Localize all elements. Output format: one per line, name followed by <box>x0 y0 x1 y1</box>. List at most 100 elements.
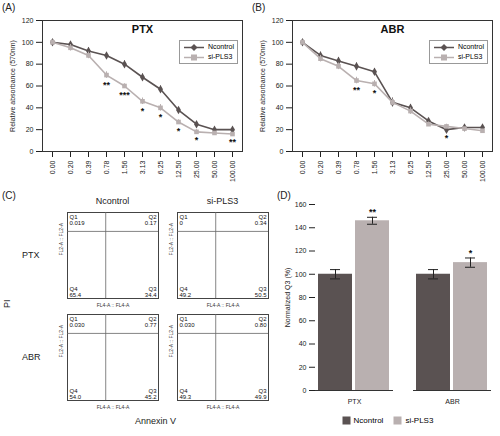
svg-text:0.00: 0.00 <box>299 160 306 174</box>
svg-text:Relative absorbance (570nm): Relative absorbance (570nm) <box>259 40 267 132</box>
svg-text:0.39: 0.39 <box>335 160 342 174</box>
html-text:(C): (C) <box>2 190 16 201</box>
svg-text:50.00: 50.00 <box>211 160 218 178</box>
svg-text:0.78: 0.78 <box>103 160 110 174</box>
svg-text:Q334.4: Q334.4 <box>145 286 157 298</box>
svg-text:Q449.2: Q449.2 <box>180 286 192 298</box>
svg-text:FL4-A :: FL4-A: FL4-A :: FL4-A <box>97 404 130 410</box>
svg-text:*: * <box>141 106 145 116</box>
svg-text:140: 140 <box>295 224 307 231</box>
svg-text:0: 0 <box>30 148 34 155</box>
svg-text:**: ** <box>369 207 377 217</box>
svg-text:PTX: PTX <box>132 23 154 35</box>
svg-text:80: 80 <box>299 294 307 301</box>
svg-text:ABR: ABR <box>381 23 405 35</box>
html-text:PTX: PTX <box>22 250 40 260</box>
svg-text:40: 40 <box>26 104 34 111</box>
html-text:Annexin V: Annexin V <box>135 416 176 426</box>
html-text:Ncontrol: Ncontrol <box>353 416 384 425</box>
svg-text:ABR: ABR <box>445 398 459 405</box>
svg-text:Normalized Q3 (%): Normalized Q3 (%) <box>284 268 292 328</box>
html-text:si-PLS3: si-PLS3 <box>206 196 239 206</box>
svg-text:Q10.030: Q10.030 <box>180 316 196 328</box>
svg-text:Relative absorbance (570nm): Relative absorbance (570nm) <box>9 40 17 132</box>
svg-text:FL2-A :: FL2-A: FL2-A :: FL2-A <box>58 222 64 255</box>
svg-text:Q345.2: Q345.2 <box>145 388 157 400</box>
svg-text:6.25: 6.25 <box>157 160 164 174</box>
svg-text:100: 100 <box>272 39 284 46</box>
svg-text:FL4-A :: FL4-A: FL4-A :: FL4-A <box>97 302 130 308</box>
svg-text:0.78: 0.78 <box>353 160 360 174</box>
svg-text:0.39: 0.39 <box>85 160 92 174</box>
svg-text:Q20.17: Q20.17 <box>145 214 157 226</box>
svg-text:120: 120 <box>295 247 307 254</box>
svg-text:12.50: 12.50 <box>175 160 182 178</box>
svg-text:3.13: 3.13 <box>139 160 146 174</box>
svg-text:0.20: 0.20 <box>317 160 324 174</box>
svg-text:80: 80 <box>276 60 284 67</box>
html-text:si-PLS3: si-PLS3 <box>405 416 434 425</box>
svg-text:12.50: 12.50 <box>425 160 432 178</box>
svg-text:100.00: 100.00 <box>479 160 486 182</box>
svg-text:120: 120 <box>22 17 34 24</box>
svg-text:***: *** <box>119 90 130 100</box>
svg-text:*: * <box>445 133 449 143</box>
html-text:PI: PI <box>2 299 12 308</box>
svg-text:0.20: 0.20 <box>67 160 74 174</box>
svg-text:Q454.0: Q454.0 <box>70 388 82 400</box>
svg-text:20: 20 <box>276 126 284 133</box>
html-text:Ncontrol: Ncontrol <box>95 196 130 206</box>
svg-text:FL2-A :: FL2-A: FL2-A :: FL2-A <box>58 324 64 357</box>
svg-text:40: 40 <box>276 104 284 111</box>
svg-text:6.25: 6.25 <box>407 160 414 174</box>
svg-text:*: * <box>195 135 199 145</box>
svg-text:Q20.77: Q20.77 <box>145 316 157 328</box>
svg-text:**: ** <box>103 80 111 90</box>
svg-text:FL4-A :: FL4-A: FL4-A :: FL4-A <box>207 404 240 410</box>
svg-text:*: * <box>373 88 377 98</box>
svg-text:60: 60 <box>26 82 34 89</box>
svg-text:1.56: 1.56 <box>121 160 128 174</box>
svg-text:**: ** <box>229 137 237 147</box>
svg-text:40: 40 <box>299 340 307 347</box>
svg-text:*: * <box>469 248 473 258</box>
svg-text:50.00: 50.00 <box>461 160 468 178</box>
svg-text:FL2-A :: FL2-A: FL2-A :: FL2-A <box>168 324 174 357</box>
svg-text:0.00: 0.00 <box>49 160 56 174</box>
svg-text:80: 80 <box>26 60 34 67</box>
svg-text:100.00: 100.00 <box>229 160 236 182</box>
svg-text:FL2-A :: FL2-A: FL2-A :: FL2-A <box>168 222 174 255</box>
svg-text:60: 60 <box>276 82 284 89</box>
svg-text:20: 20 <box>299 363 307 370</box>
svg-text:25.00: 25.00 <box>443 160 450 178</box>
svg-text:60: 60 <box>299 317 307 324</box>
svg-text:0: 0 <box>303 387 307 394</box>
svg-text:Q10: Q10 <box>180 214 189 226</box>
svg-text:160: 160 <box>295 201 307 208</box>
svg-text:**: ** <box>353 85 361 95</box>
html-text:(A): (A) <box>2 2 16 13</box>
svg-text:100: 100 <box>22 39 34 46</box>
html-text:(B): (B) <box>252 2 266 13</box>
svg-text:Q350.5: Q350.5 <box>255 286 267 298</box>
svg-text:100: 100 <box>295 270 307 277</box>
svg-text:Q449.3: Q449.3 <box>180 388 192 400</box>
svg-text:*: * <box>177 126 181 136</box>
svg-text:PTX: PTX <box>348 398 362 405</box>
svg-text:Q20.34: Q20.34 <box>255 214 267 226</box>
svg-text:Q10.019: Q10.019 <box>70 214 86 226</box>
svg-text:Q349.9: Q349.9 <box>255 388 267 400</box>
svg-text:FL4-A :: FL4-A: FL4-A :: FL4-A <box>207 302 240 308</box>
svg-text:Q20.80: Q20.80 <box>255 316 267 328</box>
html-text:ABR: ABR <box>22 352 41 362</box>
svg-text:25.00: 25.00 <box>193 160 200 178</box>
svg-text:Q10.030: Q10.030 <box>70 316 86 328</box>
svg-text:Q465.4: Q465.4 <box>70 286 82 298</box>
svg-text:0: 0 <box>280 148 284 155</box>
svg-text:120: 120 <box>272 17 284 24</box>
svg-text:1.56: 1.56 <box>371 160 378 174</box>
svg-text:20: 20 <box>26 126 34 133</box>
svg-text:3.13: 3.13 <box>389 160 396 174</box>
svg-text:*: * <box>159 112 163 122</box>
html-text:(D): (D) <box>277 190 291 201</box>
